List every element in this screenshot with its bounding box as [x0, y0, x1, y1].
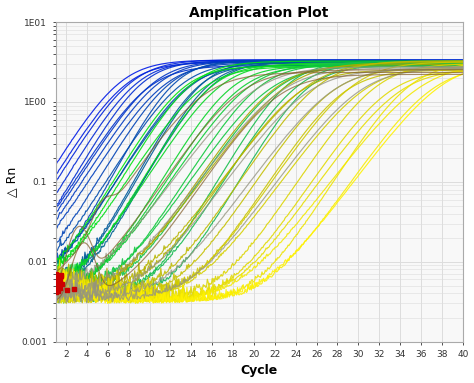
- X-axis label: Cycle: Cycle: [240, 365, 278, 377]
- Y-axis label: △ Rn: △ Rn: [6, 167, 18, 197]
- Title: Amplification Plot: Amplification Plot: [190, 6, 329, 20]
